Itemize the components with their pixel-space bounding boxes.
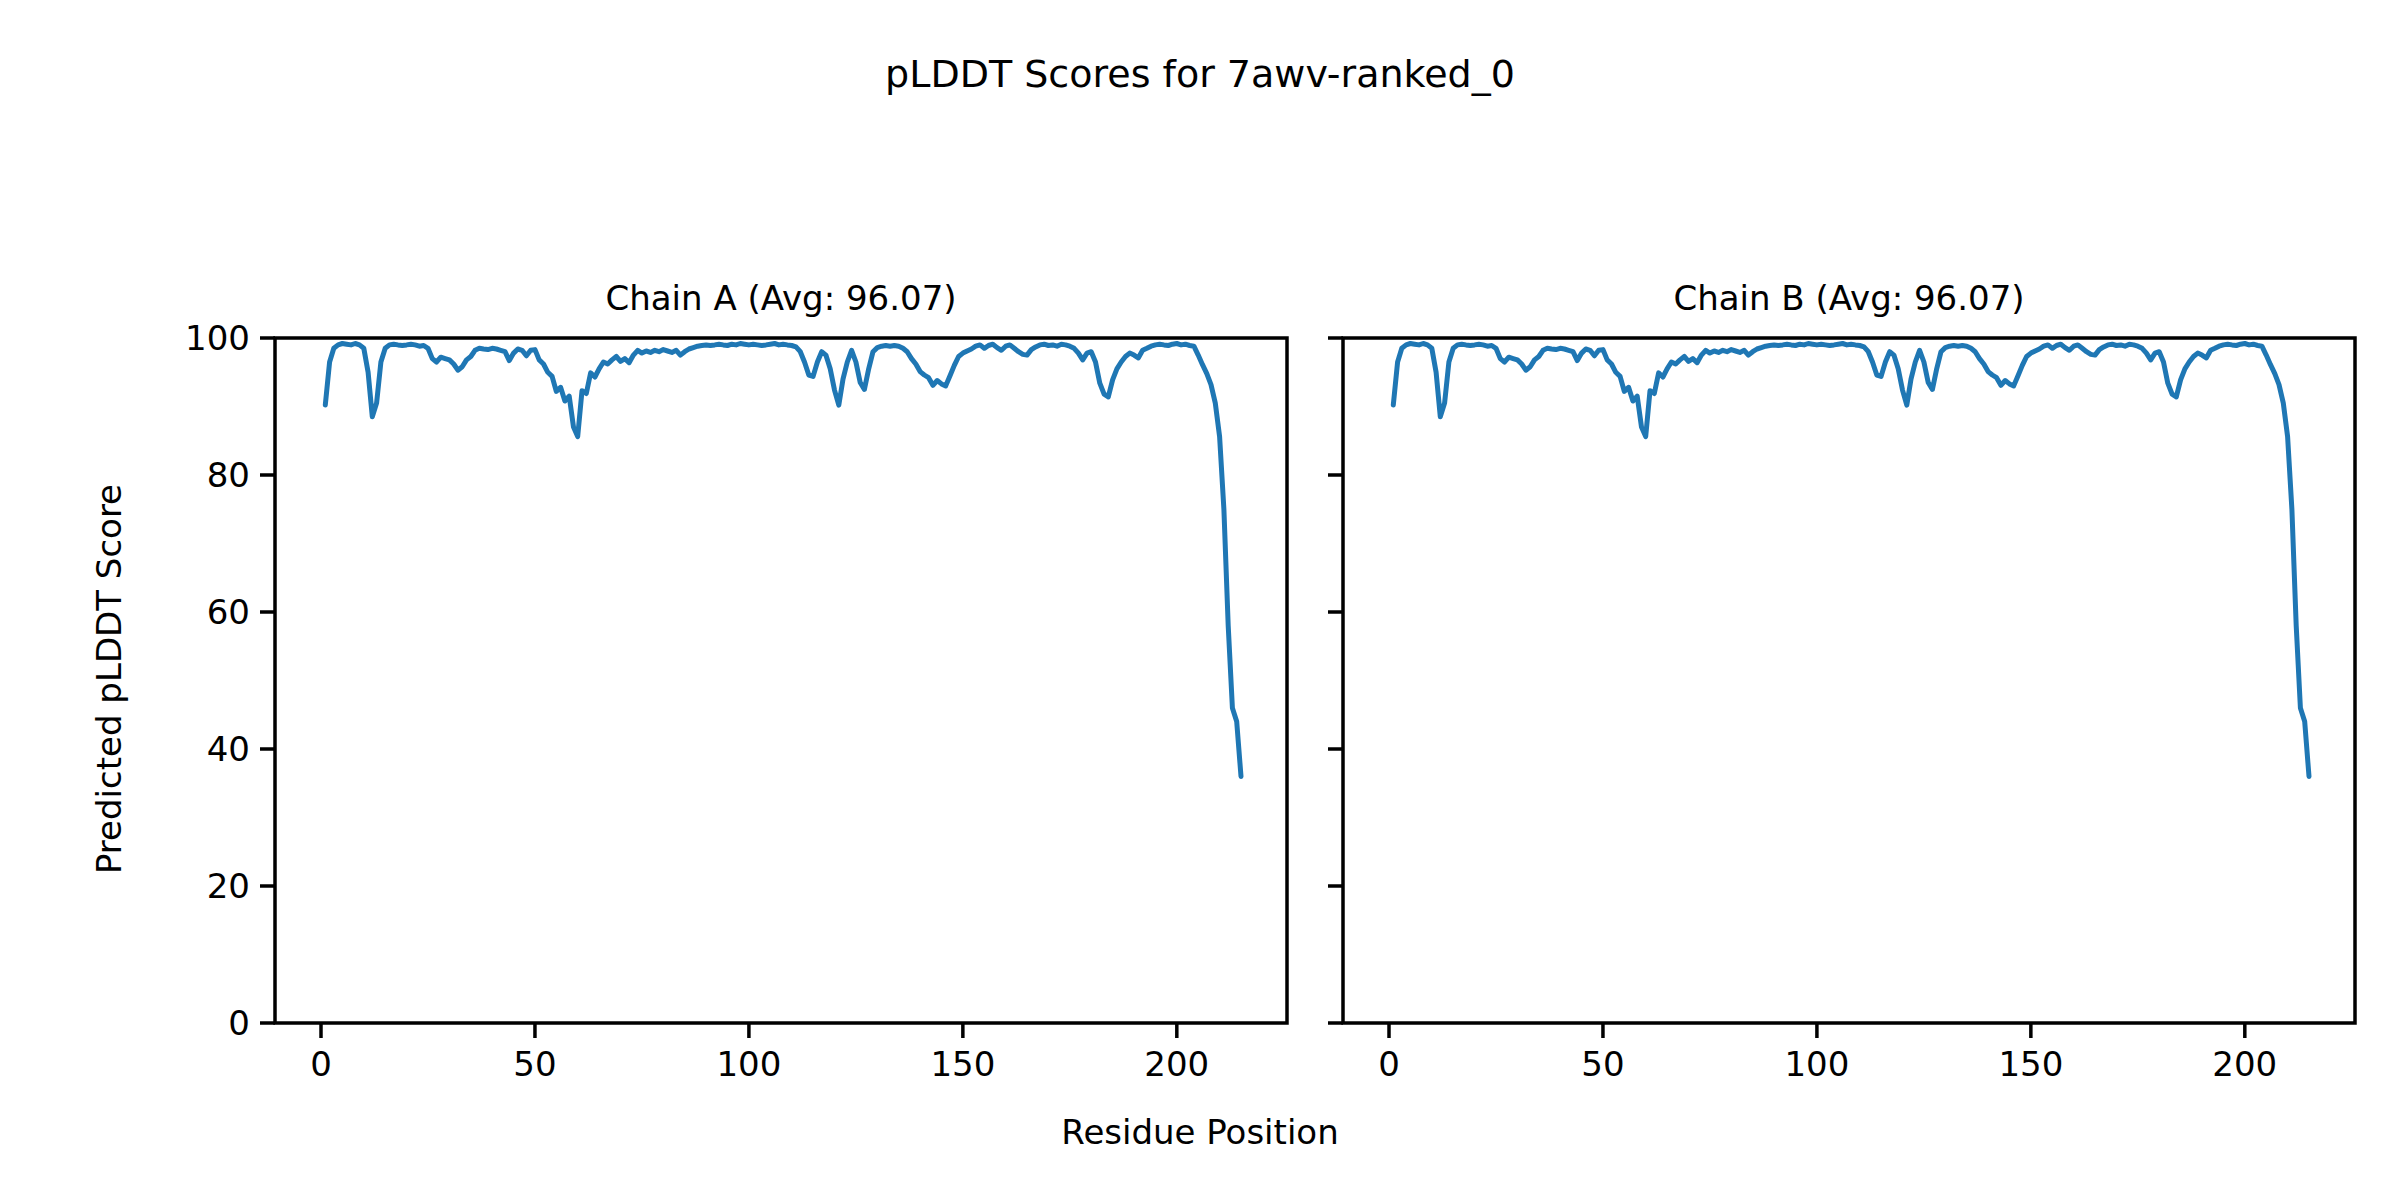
y-tick-label: 100 — [185, 318, 250, 358]
x-tick-label: 50 — [513, 1044, 556, 1084]
plddt-figure: pLDDT Scores for 7awv-ranked_0 Chain A (… — [0, 0, 2400, 1200]
x-tick-label: 0 — [1378, 1044, 1400, 1084]
y-tick-label: 0 — [228, 1003, 250, 1043]
x-tick-label: 100 — [716, 1044, 781, 1084]
axes-box-chain-a — [275, 338, 1287, 1023]
y-tick-label: 80 — [207, 455, 250, 495]
y-tick-label: 40 — [207, 729, 250, 769]
x-tick-label: 200 — [2212, 1044, 2277, 1084]
x-tick-label: 200 — [1144, 1044, 1209, 1084]
y-tick-label: 20 — [207, 866, 250, 906]
x-tick-label: 150 — [1998, 1044, 2063, 1084]
chart-canvas: 0 50 100 150 200 0 20 40 60 80 100 0 50 100 150 200 — [0, 0, 2400, 1200]
plddt-line-chain-a — [325, 344, 1241, 777]
x-tick-label: 150 — [930, 1044, 995, 1084]
x-tick-label: 100 — [1784, 1044, 1849, 1084]
plddt-line-chain-b — [1393, 344, 2309, 777]
x-tick-label: 0 — [310, 1044, 332, 1084]
y-tick-label: 60 — [207, 592, 250, 632]
x-tick-label: 50 — [1581, 1044, 1624, 1084]
axes-box-chain-b — [1343, 338, 2355, 1023]
